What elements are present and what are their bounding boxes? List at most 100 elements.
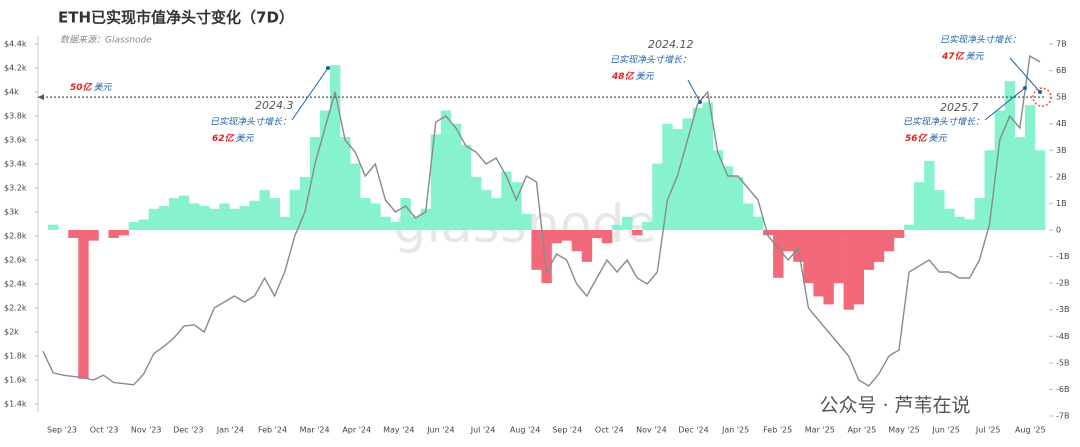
flow-bar (672, 129, 683, 230)
flow-bar (178, 195, 190, 230)
chart-title: ETH已实现市值净头寸变化（7D） (58, 9, 294, 27)
flow-bar (601, 230, 613, 244)
flow-bar (68, 230, 79, 238)
flow-bar (994, 110, 1006, 230)
annotation-text: 已实现净头寸增长： (940, 35, 1021, 46)
flow-bar (632, 230, 643, 236)
x-tick-label: Jan '24 (216, 426, 244, 435)
flow-bar (400, 198, 411, 230)
y2-tick-label: 2B (1056, 172, 1067, 181)
flow-bar (319, 110, 331, 230)
annotation-arrow-head (1023, 86, 1027, 90)
x-tick-label: Jul '24 (470, 426, 496, 435)
flow-bar (662, 123, 673, 230)
flow-bar (88, 230, 99, 241)
y2-tick-label: -3B (1056, 305, 1069, 314)
flow-bar (239, 206, 250, 230)
y2-tick-label: 0 (1056, 226, 1061, 235)
y-tick-label: $3.4k (4, 160, 27, 169)
flow-bar (78, 230, 89, 379)
flow-bar (1004, 81, 1016, 230)
reference-value: 50亿 (70, 82, 94, 93)
flow-bar (843, 230, 854, 310)
flow-bar (954, 216, 965, 230)
y2-tick-label: 6B (1056, 66, 1067, 75)
annotation-unit: 美元 (929, 133, 948, 144)
annotation-value: 62亿 美元 (212, 133, 255, 144)
flow-bar (108, 230, 119, 238)
y2-tick-label: -6B (1056, 385, 1069, 394)
flow-bar (571, 230, 583, 252)
y-tick-label: $2.2k (4, 304, 27, 313)
annotation-number: 56亿 (905, 133, 929, 144)
annotation-text: 已实现净头寸增长： (210, 117, 291, 128)
annotation-date: 2024.3 (255, 99, 294, 112)
flow-bar (833, 230, 844, 284)
flow-bar (430, 134, 442, 230)
annotation-date: 2024.12 (648, 38, 694, 51)
flow-bar (773, 230, 784, 278)
flow-bar (450, 123, 462, 230)
flow-bar (390, 222, 401, 230)
flow-bar (158, 206, 170, 230)
flow-bar (410, 216, 421, 230)
flow-bar (904, 224, 915, 230)
y2-tick-label: 1B (1056, 199, 1067, 208)
annotation-number: 47亿 (941, 51, 966, 62)
flow-bar (309, 137, 321, 230)
x-tick-label: Nov '23 (131, 426, 162, 435)
y-tick-label: $1.4k (4, 400, 27, 409)
y-tick-label: $3k (4, 208, 19, 217)
annotation-arrow (687, 79, 701, 103)
flow-bar (783, 230, 794, 252)
x-tick-label: Feb '24 (258, 426, 287, 435)
flow-bar (440, 110, 452, 230)
reference-label: 50亿 美元 (70, 82, 113, 93)
flow-bar (491, 198, 502, 230)
flow-bar (380, 216, 391, 230)
flow-bar (873, 230, 885, 262)
y2-tick-label: 3B (1056, 146, 1067, 155)
flow-bar (642, 222, 653, 230)
price-line (42, 54, 1041, 387)
flow-bar (48, 224, 59, 230)
y-tick-label: $3.6k (4, 136, 27, 145)
footer: 公众号 · 芦苇在说 (819, 395, 970, 417)
annotation-unit: 美元 (636, 71, 655, 82)
flow-bar (893, 230, 905, 238)
highlight-circle (1032, 87, 1052, 107)
flow-bar (803, 230, 814, 284)
x-tick-label: Aug '24 (510, 426, 541, 435)
annotation-unit: 美元 (236, 133, 255, 144)
flow-bar (622, 216, 633, 230)
flow-bar (199, 206, 210, 230)
x-tick-label: Apr '25 (848, 426, 877, 435)
y2-tick-label: -1B (1056, 252, 1069, 261)
flow-bar (823, 230, 834, 305)
flow-bar (712, 150, 724, 230)
x-tick-label: Dec '23 (173, 426, 203, 435)
flow-bar (219, 203, 230, 230)
annotation-text: 已实现净头寸增长： (610, 55, 691, 66)
y2-tick-label: -7B (1056, 412, 1069, 421)
flow-bar (793, 230, 804, 262)
reference-unit: 美元 (94, 82, 113, 93)
y2-tick-label: -5B (1056, 358, 1069, 367)
x-tick-label: May '24 (383, 426, 414, 435)
x-tick-label: Sep '24 (552, 426, 582, 435)
flow-bar (883, 230, 895, 252)
x-tick-label: Oct '23 (90, 426, 119, 435)
flow-bar (813, 230, 824, 297)
x-tick-label: Mar '24 (300, 426, 330, 435)
y-tick-label: $2k (4, 328, 19, 337)
flow-bar (732, 176, 744, 230)
annotation-value: 48亿 美元 (611, 71, 655, 82)
flow-bar (914, 182, 925, 230)
x-tick-label: Jun '25 (931, 426, 959, 435)
flow-bar (269, 198, 280, 230)
flow-bar (279, 216, 291, 230)
flow-bar (511, 182, 522, 230)
flow-bar (189, 203, 200, 230)
y2-tick-label: -2B (1056, 279, 1069, 288)
flow-bar (551, 230, 562, 244)
